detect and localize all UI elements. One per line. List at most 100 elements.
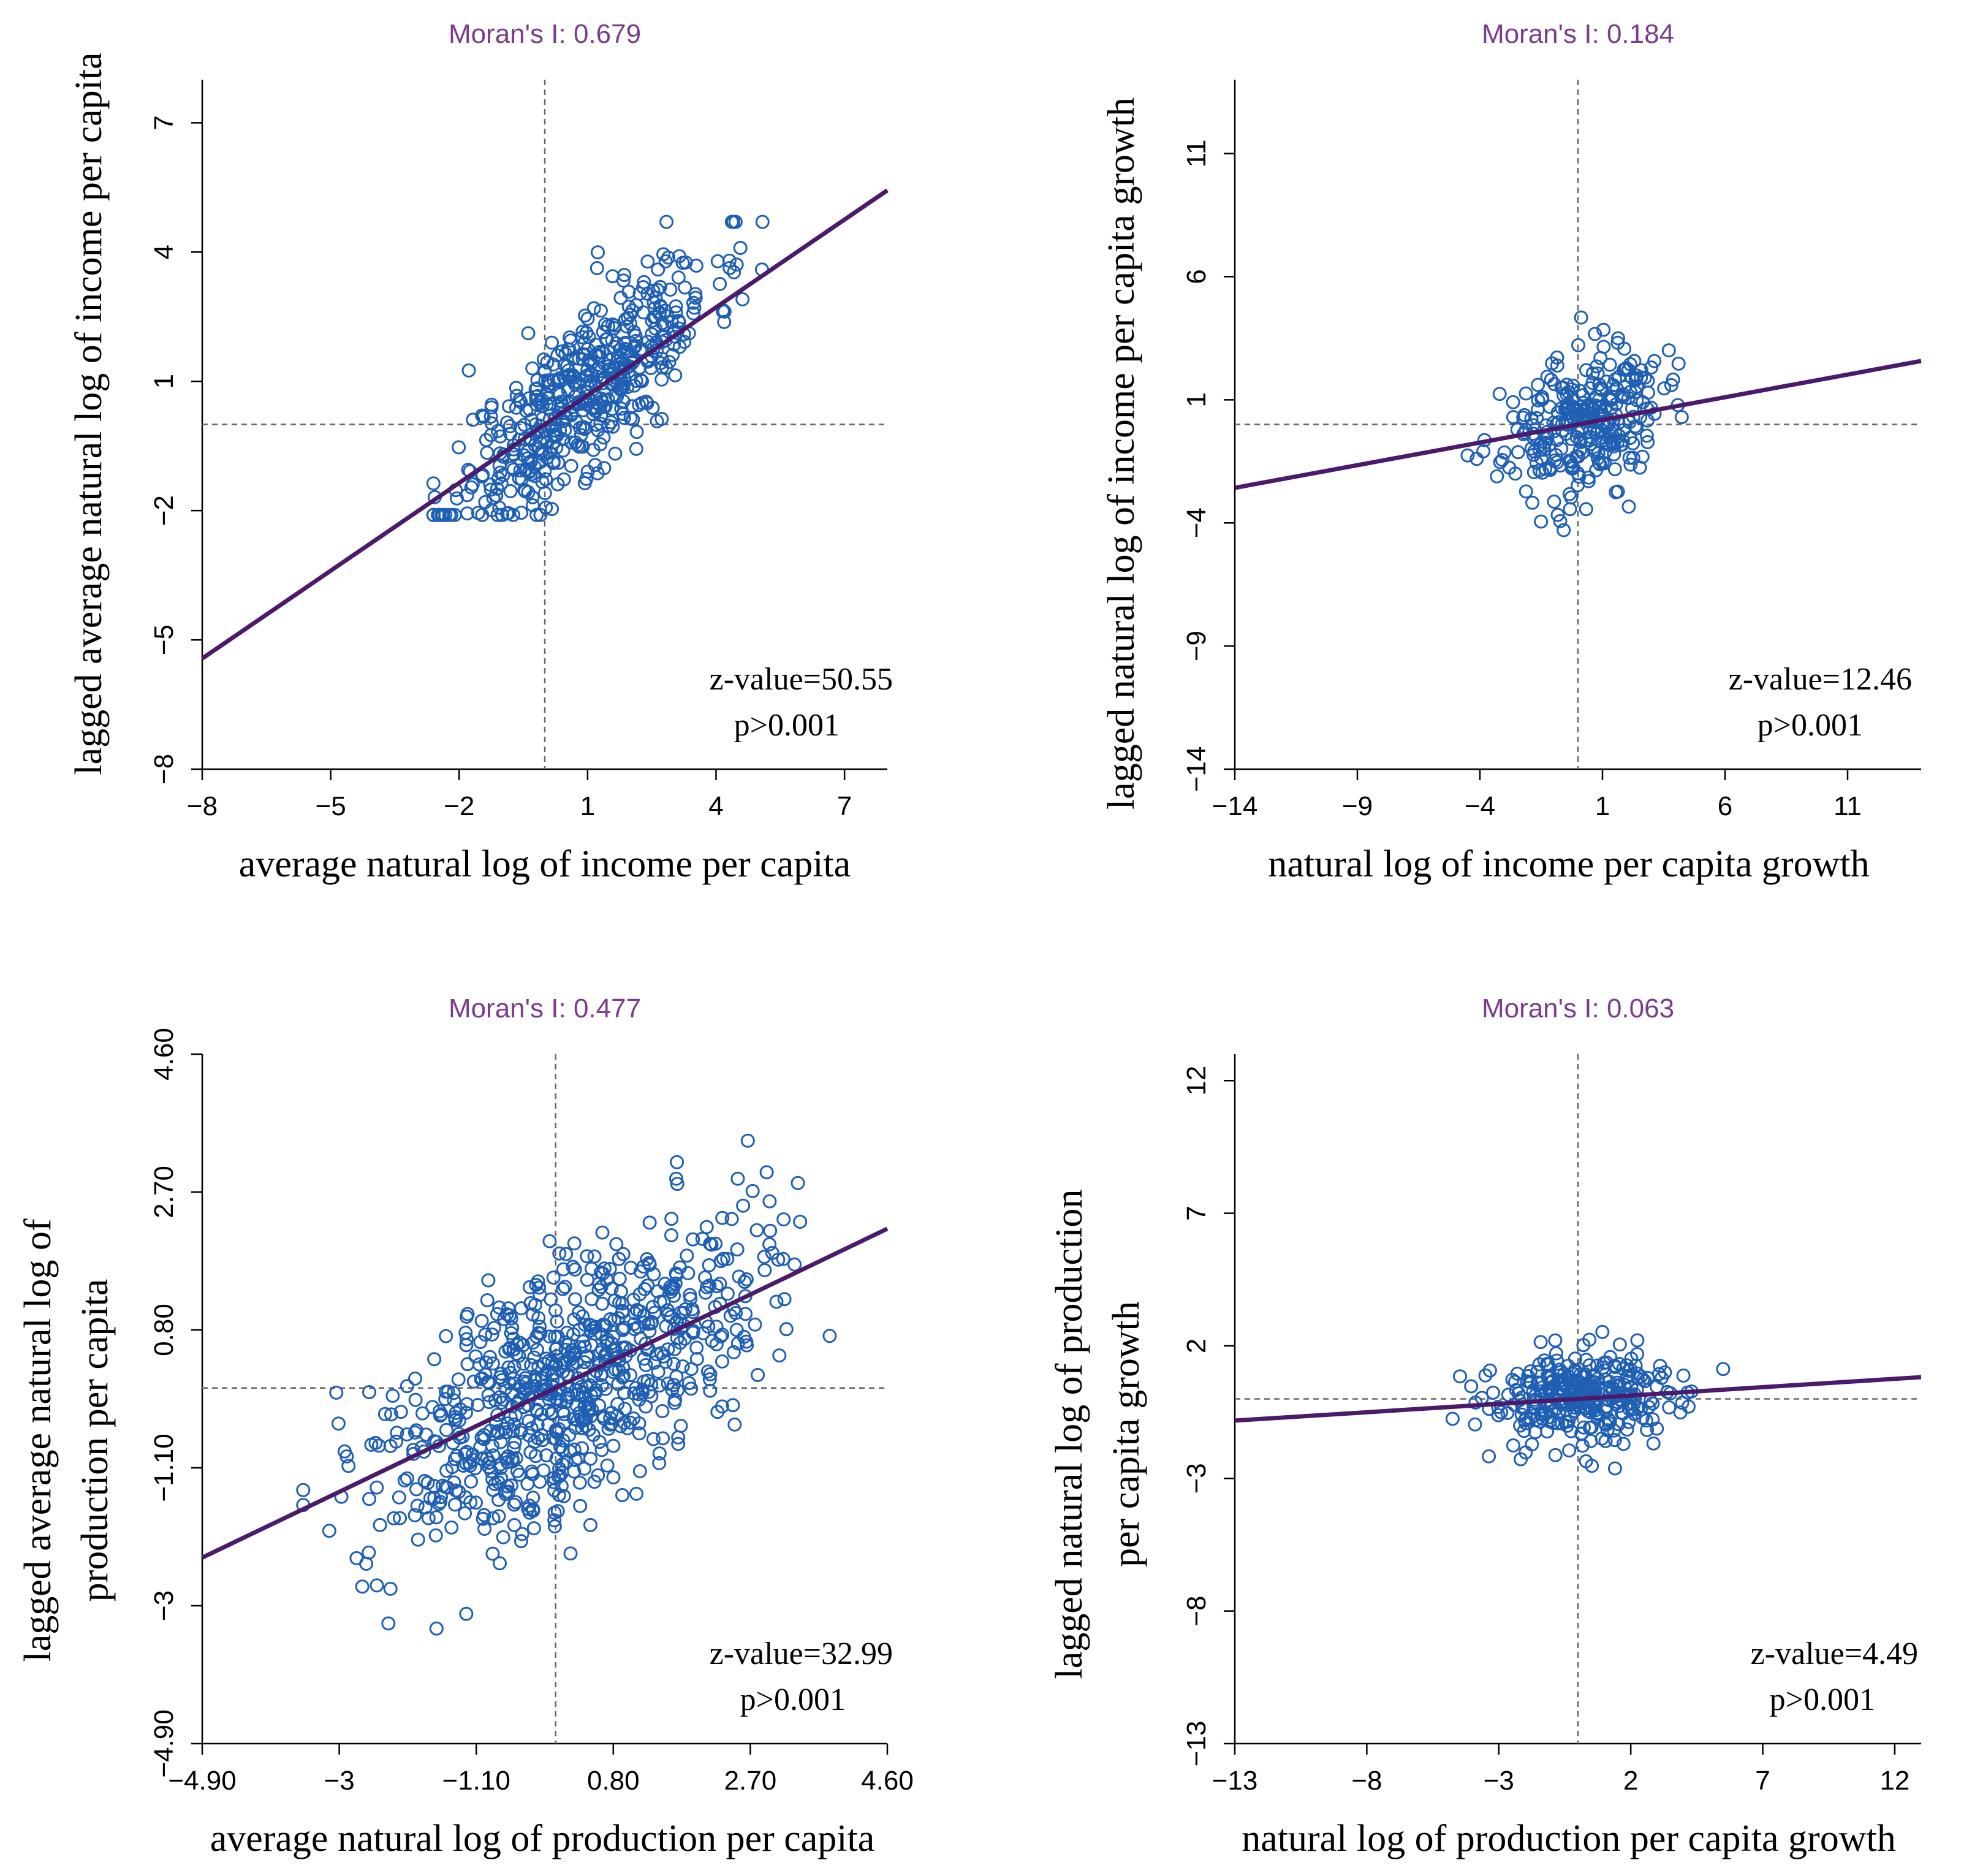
data-point	[635, 374, 650, 389]
data-point	[661, 1303, 675, 1318]
data-point	[726, 1398, 740, 1413]
data-point	[1574, 412, 1589, 427]
data-point	[1662, 1400, 1677, 1415]
data-point	[549, 1391, 564, 1406]
data-point	[439, 1384, 453, 1399]
data-point	[501, 1449, 515, 1464]
data-point	[1509, 1383, 1523, 1397]
data-point	[494, 1471, 509, 1486]
data-point	[617, 1320, 632, 1335]
data-point	[513, 463, 528, 478]
data-point	[490, 507, 505, 522]
data-point	[716, 1251, 730, 1266]
data-point	[1577, 1420, 1591, 1435]
data-point	[1588, 327, 1602, 341]
data-point	[637, 275, 651, 289]
data-point	[459, 1606, 474, 1621]
data-point	[475, 469, 490, 484]
p-value-annotation: p>0.001	[734, 708, 840, 743]
data-point	[1602, 357, 1617, 372]
y-tick-label: −9	[1181, 631, 1212, 661]
data-point	[695, 1231, 710, 1246]
data-point	[686, 1326, 700, 1340]
data-point	[421, 1511, 436, 1525]
data-point	[615, 1370, 630, 1385]
data-point	[703, 1383, 718, 1398]
p-value-annotation: p>0.001	[740, 1682, 846, 1717]
data-point	[572, 439, 586, 454]
data-point	[1531, 393, 1545, 408]
regression-line	[201, 1226, 889, 1560]
data-point	[605, 317, 620, 332]
data-point	[439, 1464, 454, 1478]
data-point	[392, 1490, 406, 1505]
data-point	[699, 1220, 714, 1234]
data-point	[776, 1251, 791, 1266]
data-point	[740, 1338, 754, 1353]
data-point	[362, 1545, 376, 1560]
plot-area: −4.90 −3 −1.10 0.80 2.70 4.60 −4.90 −3 −1.10 0.80…	[149, 1028, 914, 1796]
data-point	[776, 1212, 791, 1227]
data-point	[615, 1322, 629, 1337]
data-point	[717, 304, 732, 319]
data-point	[529, 507, 544, 522]
data-point	[577, 1355, 592, 1370]
data-point	[668, 1276, 683, 1291]
data-point	[524, 1358, 539, 1372]
data-point	[559, 1247, 574, 1261]
data-point	[632, 1426, 647, 1441]
data-point	[526, 1521, 541, 1536]
data-point	[446, 1386, 461, 1400]
data-point	[465, 477, 480, 492]
data-point	[1491, 1408, 1506, 1422]
data-point	[647, 1267, 661, 1282]
data-point	[1616, 1437, 1631, 1451]
data-point	[739, 1272, 754, 1286]
data-point	[632, 1416, 647, 1430]
data-point	[715, 1327, 730, 1342]
data-point	[1577, 1380, 1591, 1395]
data-point	[748, 1317, 762, 1332]
data-point	[525, 361, 540, 376]
data-point	[1630, 1333, 1645, 1348]
data-point	[337, 1444, 352, 1459]
data-point	[566, 1259, 580, 1274]
data-point	[1595, 416, 1609, 431]
data-point	[727, 1417, 742, 1432]
data-point	[331, 1416, 346, 1431]
data-point	[1640, 1370, 1655, 1385]
data-point	[591, 245, 605, 260]
data-point	[534, 1370, 549, 1385]
data-point	[1540, 1424, 1555, 1439]
data-point	[628, 339, 642, 354]
plot-area: −13 −8 −3 2 7 12 −13 −8 −3 2 7 12	[1181, 1054, 1922, 1796]
data-point	[480, 1293, 495, 1308]
data-point	[751, 1368, 765, 1382]
data-point	[702, 1258, 716, 1272]
data-point	[533, 419, 548, 433]
data-point	[1628, 1392, 1642, 1407]
data-point	[509, 381, 523, 395]
data-point	[468, 1349, 483, 1364]
data-point	[1658, 1365, 1672, 1380]
data-point	[533, 1475, 547, 1489]
data-point	[635, 1383, 650, 1397]
data-point	[1490, 469, 1504, 484]
data-point	[583, 1323, 598, 1338]
data-point	[688, 291, 703, 305]
data-point	[1547, 495, 1561, 509]
data-point	[408, 1392, 423, 1407]
data-point	[594, 1378, 609, 1392]
p-value-annotation: p>0.001	[1770, 1682, 1875, 1717]
data-point	[762, 1194, 777, 1209]
data-point	[575, 1309, 590, 1324]
data-point	[1611, 1399, 1626, 1413]
data-point	[1525, 495, 1540, 510]
data-point	[616, 1247, 631, 1261]
data-point	[629, 374, 643, 388]
data-point	[580, 1249, 594, 1264]
data-point	[604, 1405, 619, 1420]
data-point	[606, 1329, 621, 1344]
data-point	[687, 300, 702, 315]
x-tick-label: 7	[837, 791, 852, 821]
